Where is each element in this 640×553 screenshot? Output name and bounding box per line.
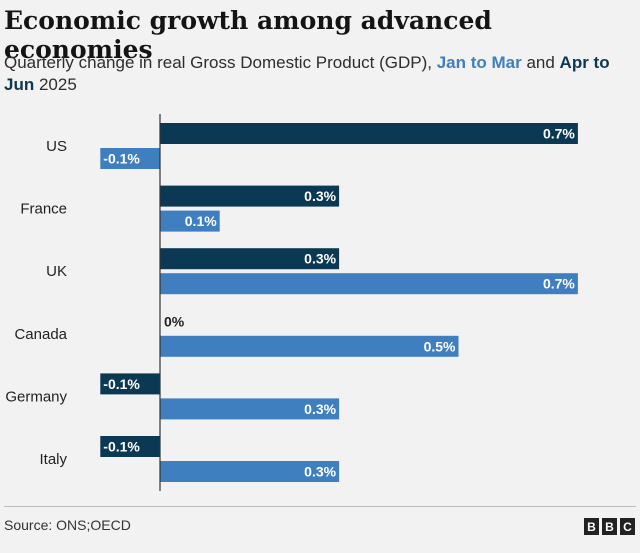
legend-apr-to-jun: Apr to Jun	[4, 53, 610, 94]
legend-jan-to-mar: Jan to Mar	[436, 53, 522, 72]
value-label-us-apr-to-jun: -0.1%	[103, 151, 140, 167]
bar-uk-apr-to-jun	[160, 273, 578, 295]
bar-us-jan-to-mar	[160, 123, 578, 144]
category-label-france: France	[20, 201, 67, 218]
value-label-germany-apr-to-jun: 0.3%	[304, 401, 336, 417]
value-label-uk-apr-to-jun: 0.7%	[543, 276, 575, 292]
bar-uk-jan-to-mar	[160, 248, 340, 270]
bar-germany-jan-to-mar	[100, 373, 160, 395]
value-label-france-apr-to-jun: 0.1%	[185, 213, 217, 229]
category-label-canada: Canada	[14, 326, 67, 343]
category-label-italy: Italy	[39, 451, 67, 468]
chart-subtitle: Quarterly change in real Gross Domestic …	[4, 52, 636, 96]
value-label-canada-jan-to-mar: 0%	[164, 313, 185, 329]
value-label-germany-jan-to-mar: -0.1%	[103, 376, 140, 392]
bar-germany-apr-to-jun	[160, 398, 340, 420]
bar-italy-jan-to-mar	[100, 436, 160, 457]
value-label-canada-apr-to-jun: 0.5%	[424, 338, 456, 354]
bbc-logo-letter-b1: B	[584, 518, 599, 535]
value-label-italy-jan-to-mar: -0.1%	[103, 439, 140, 455]
bar-france-jan-to-mar	[160, 185, 340, 207]
category-label-germany: Germany	[5, 388, 67, 405]
value-label-france-jan-to-mar: 0.3%	[304, 188, 336, 204]
subtitle-suffix: 2025	[34, 75, 77, 94]
chart-title: Economic growth among advanced economies	[4, 6, 492, 64]
bar-us-apr-to-jun	[100, 148, 160, 169]
footer-divider	[4, 506, 636, 507]
source-note: Source: ONS;OECD	[4, 517, 131, 533]
bbc-logo-letter-c: C	[620, 518, 635, 535]
bar-italy-apr-to-jun	[160, 461, 340, 482]
bbc-logo: B B C	[584, 518, 635, 535]
value-label-us-jan-to-mar: 0.7%	[543, 126, 575, 142]
value-label-uk-jan-to-mar: 0.3%	[304, 251, 336, 267]
category-label-uk: UK	[46, 263, 67, 280]
subtitle-and: and	[521, 53, 560, 72]
subtitle-prefix: Quarterly change in real Gross Domestic …	[4, 53, 437, 72]
value-label-italy-apr-to-jun: 0.3%	[304, 464, 336, 480]
bar-france-apr-to-jun	[160, 210, 220, 232]
bbc-logo-letter-b2: B	[602, 518, 617, 535]
category-label-us: US	[46, 138, 67, 155]
bar-canada-apr-to-jun	[160, 335, 459, 357]
